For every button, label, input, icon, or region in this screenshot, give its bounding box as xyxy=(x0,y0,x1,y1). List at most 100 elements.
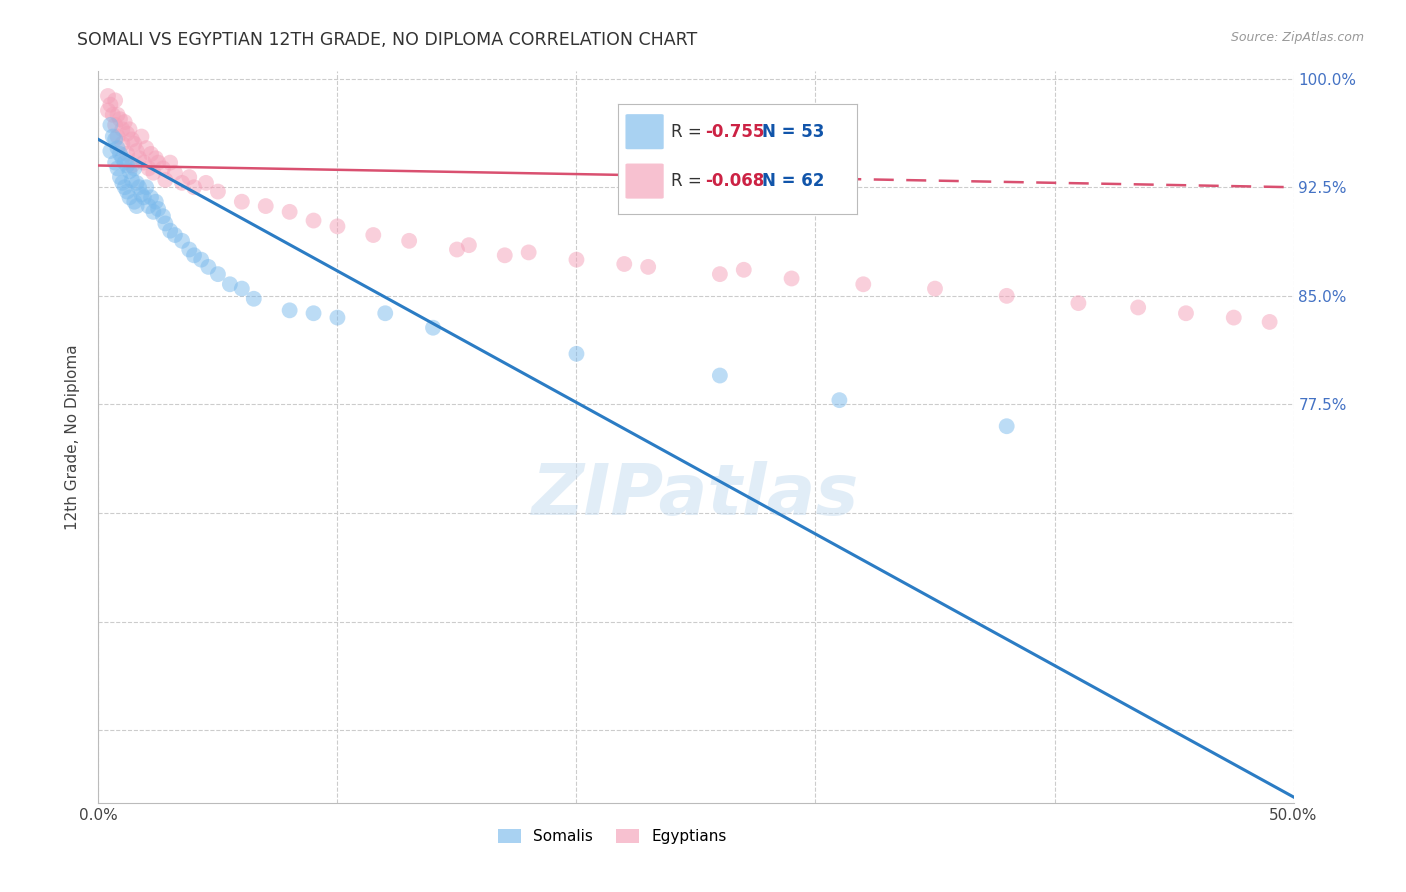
Point xyxy=(104,132,127,146)
Point xyxy=(131,187,153,202)
Point xyxy=(148,155,170,169)
Point xyxy=(108,147,131,161)
Point xyxy=(115,127,138,141)
Point xyxy=(131,129,153,144)
Point xyxy=(207,185,229,199)
Point xyxy=(163,227,186,242)
Point xyxy=(98,118,122,132)
Point xyxy=(104,118,127,132)
Point xyxy=(278,303,301,318)
Point xyxy=(1258,315,1281,329)
Y-axis label: 12th Grade, No Diploma: 12th Grade, No Diploma xyxy=(65,344,80,530)
Point xyxy=(172,234,194,248)
Point xyxy=(125,144,148,158)
Point xyxy=(231,194,253,209)
Point xyxy=(114,180,136,194)
Point xyxy=(155,173,177,187)
Point xyxy=(121,159,143,173)
Point xyxy=(302,306,325,320)
Point xyxy=(142,205,165,219)
Point xyxy=(159,155,181,169)
Point xyxy=(155,216,177,230)
Point xyxy=(145,194,167,209)
Point xyxy=(104,155,127,169)
Point xyxy=(613,257,636,271)
Point xyxy=(118,190,141,204)
Text: SOMALI VS EGYPTIAN 12TH GRADE, NO DIPLOMA CORRELATION CHART: SOMALI VS EGYPTIAN 12TH GRADE, NO DIPLOM… xyxy=(77,31,697,49)
Point xyxy=(101,108,124,122)
Point xyxy=(197,260,219,274)
Point xyxy=(852,277,875,292)
Point xyxy=(121,173,143,187)
Point xyxy=(142,166,165,180)
Point xyxy=(326,310,349,325)
Point xyxy=(179,170,201,185)
Point xyxy=(458,238,481,252)
Point xyxy=(302,213,325,227)
Point xyxy=(107,129,129,144)
Point xyxy=(118,164,141,178)
Text: Source: ZipAtlas.com: Source: ZipAtlas.com xyxy=(1230,31,1364,45)
Point xyxy=(107,161,129,176)
Point xyxy=(183,180,205,194)
Legend: Somalis, Egyptians: Somalis, Egyptians xyxy=(492,822,733,850)
Point xyxy=(135,141,157,155)
Point xyxy=(114,115,136,129)
Point xyxy=(709,267,731,281)
Point xyxy=(98,97,122,112)
Point xyxy=(163,166,186,180)
Point xyxy=(207,267,229,281)
Point xyxy=(139,190,162,204)
Point xyxy=(159,224,181,238)
Point xyxy=(132,190,155,204)
Point xyxy=(118,122,141,136)
Point xyxy=(128,151,150,165)
Point xyxy=(138,161,160,176)
Point xyxy=(243,292,266,306)
Point xyxy=(107,141,129,155)
Point xyxy=(115,159,138,173)
Point xyxy=(183,248,205,262)
Point xyxy=(494,248,516,262)
Point xyxy=(1223,310,1246,325)
Point xyxy=(111,136,134,151)
Point xyxy=(98,144,122,158)
Point xyxy=(363,227,385,242)
Point xyxy=(1067,296,1090,310)
Point xyxy=(995,289,1018,303)
Point xyxy=(125,176,148,190)
Point xyxy=(135,180,157,194)
Point xyxy=(128,180,150,194)
Point xyxy=(517,245,540,260)
Point xyxy=(124,136,146,151)
Point xyxy=(179,243,201,257)
Point xyxy=(565,347,588,361)
Point xyxy=(101,129,124,144)
Point xyxy=(172,176,194,190)
Point xyxy=(195,176,218,190)
Point xyxy=(398,234,420,248)
Point xyxy=(231,282,253,296)
Point xyxy=(111,151,134,165)
Point xyxy=(97,89,120,103)
Point xyxy=(148,202,170,216)
Point xyxy=(145,151,167,165)
Point xyxy=(115,185,138,199)
Point xyxy=(138,199,160,213)
Point xyxy=(780,271,803,285)
Point xyxy=(565,252,588,267)
Point xyxy=(254,199,277,213)
Point xyxy=(446,243,468,257)
Point xyxy=(190,252,212,267)
Point xyxy=(374,306,396,320)
Point xyxy=(828,393,851,408)
Point xyxy=(108,112,131,127)
Point xyxy=(709,368,731,383)
Point xyxy=(104,93,127,107)
Point xyxy=(326,219,349,234)
Point xyxy=(97,103,120,118)
Text: ZIPatlas: ZIPatlas xyxy=(533,461,859,530)
Point xyxy=(111,122,134,136)
Point xyxy=(1128,301,1150,315)
Point xyxy=(278,205,301,219)
